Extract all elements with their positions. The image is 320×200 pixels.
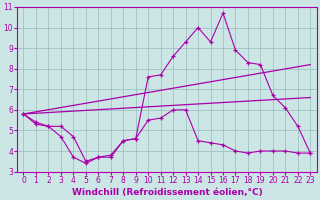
X-axis label: Windchill (Refroidissement éolien,°C): Windchill (Refroidissement éolien,°C) <box>72 188 262 197</box>
